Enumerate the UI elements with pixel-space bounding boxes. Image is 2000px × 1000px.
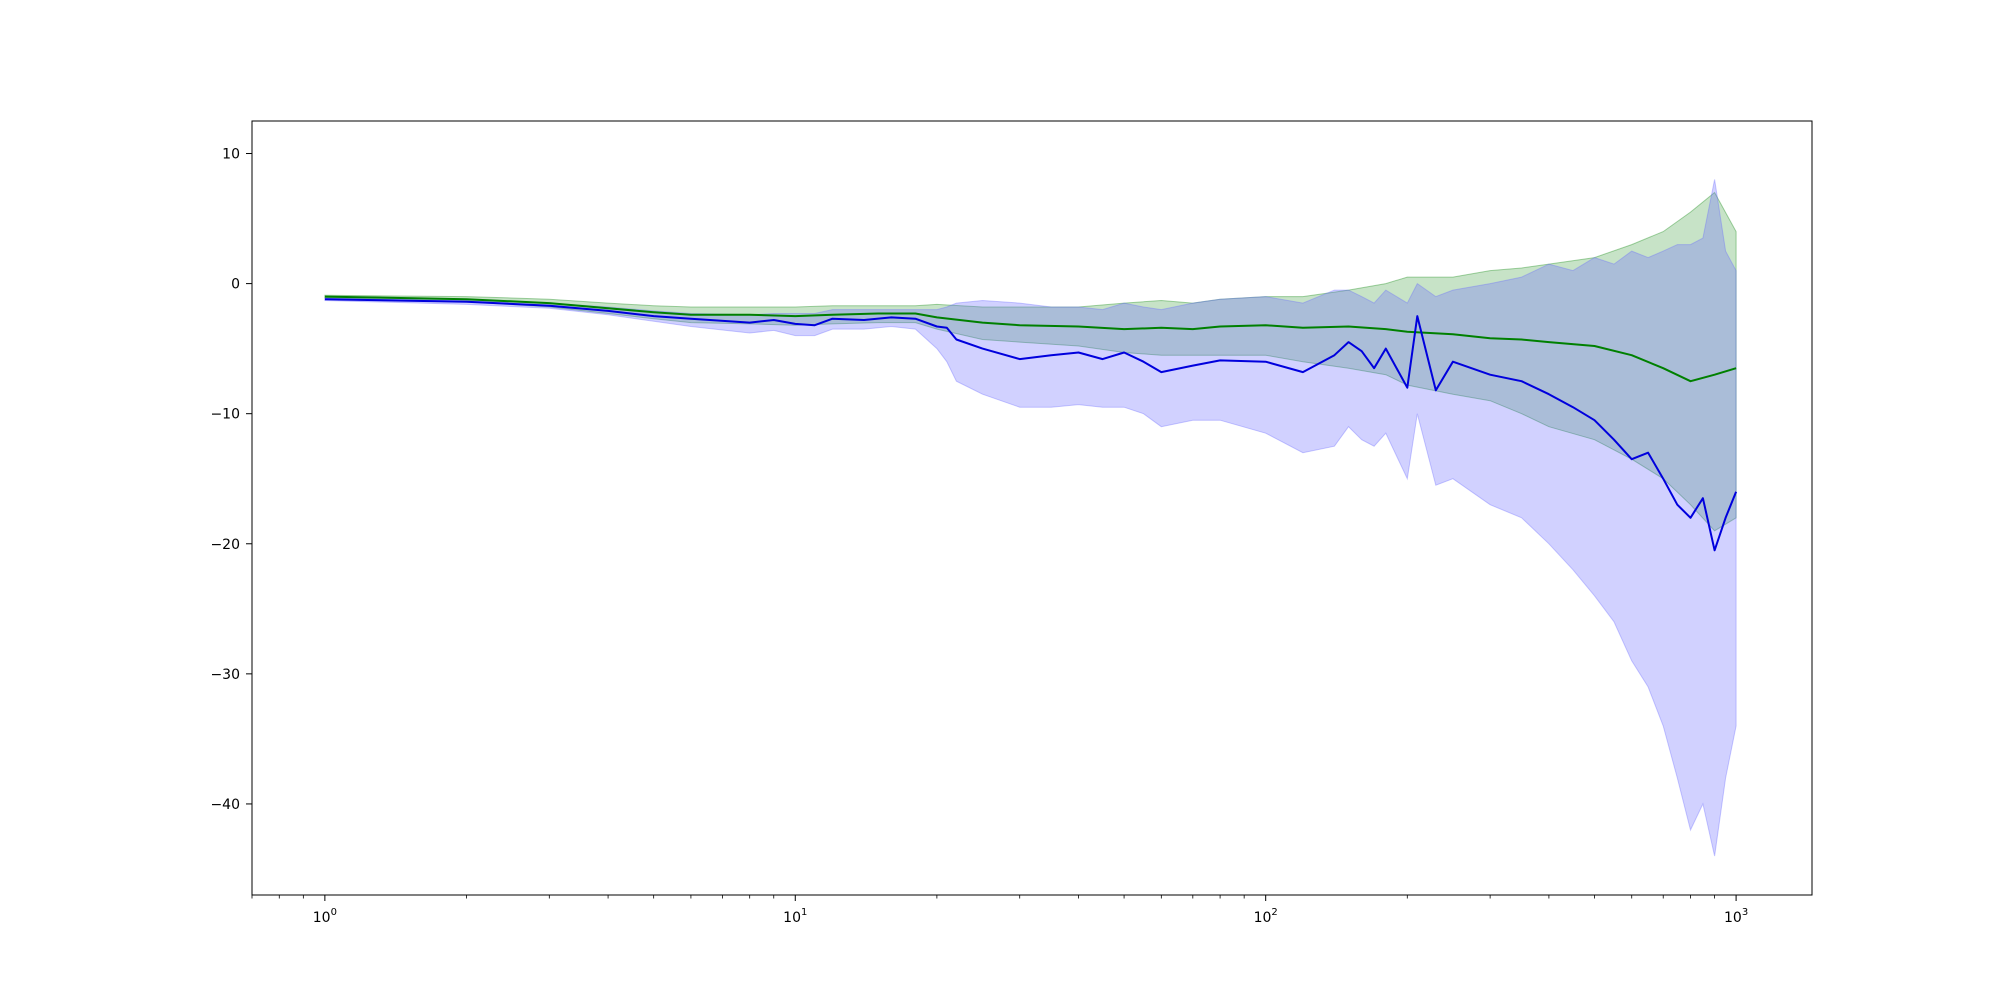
x-tick-label: 102 bbox=[1254, 907, 1278, 926]
y-tick-label: 0 bbox=[231, 277, 240, 293]
plot-frame bbox=[251, 120, 1813, 896]
y-tick-label: −10 bbox=[210, 407, 240, 423]
series-lines bbox=[324, 295, 1738, 552]
y-tick-label: −30 bbox=[210, 667, 240, 683]
y-tick-label: −20 bbox=[210, 537, 240, 553]
line-series-1 bbox=[324, 295, 1737, 383]
y-tick-label: −40 bbox=[210, 797, 240, 813]
band-series-2 bbox=[324, 179, 1737, 857]
x-tick-label: 101 bbox=[783, 907, 807, 926]
line-series-2 bbox=[324, 298, 1738, 552]
y-tick-label: 10 bbox=[222, 147, 240, 163]
x-tick-label: 103 bbox=[1724, 907, 1748, 926]
x-tick-label: 100 bbox=[313, 907, 337, 926]
